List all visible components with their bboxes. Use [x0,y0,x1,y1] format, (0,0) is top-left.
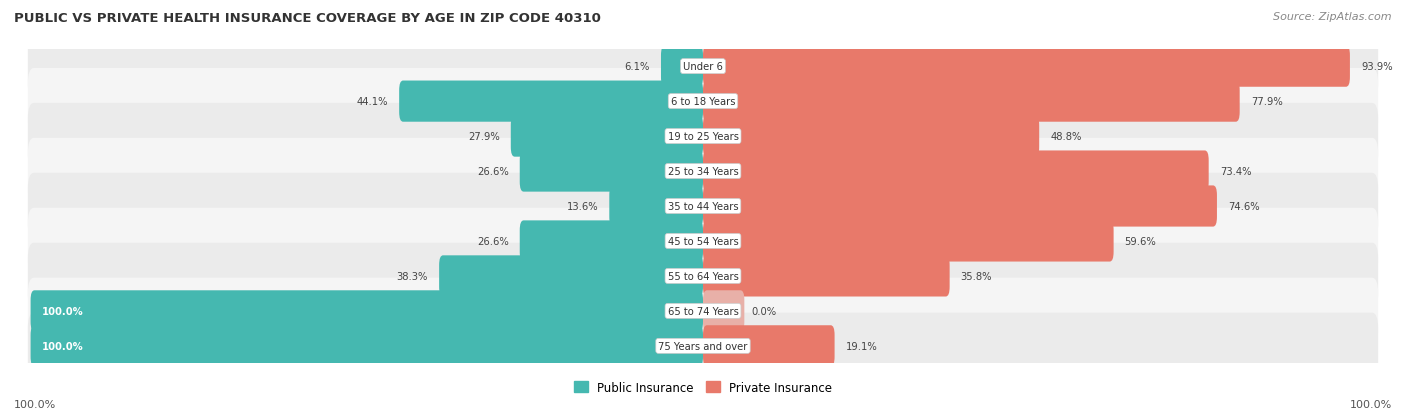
FancyBboxPatch shape [28,313,1378,379]
Text: 6.1%: 6.1% [624,62,650,72]
Legend: Public Insurance, Private Insurance: Public Insurance, Private Insurance [569,376,837,399]
Text: 26.6%: 26.6% [477,166,509,177]
Text: 100.0%: 100.0% [42,306,83,316]
FancyBboxPatch shape [28,208,1378,275]
FancyBboxPatch shape [28,173,1378,240]
FancyBboxPatch shape [399,81,703,122]
FancyBboxPatch shape [28,278,1378,344]
FancyBboxPatch shape [31,291,703,332]
FancyBboxPatch shape [520,151,703,192]
Text: 100.0%: 100.0% [1350,399,1392,409]
Text: 73.4%: 73.4% [1220,166,1251,177]
Text: 77.9%: 77.9% [1251,97,1282,107]
FancyBboxPatch shape [703,81,1240,122]
FancyBboxPatch shape [510,116,703,157]
FancyBboxPatch shape [703,46,1350,88]
Text: Source: ZipAtlas.com: Source: ZipAtlas.com [1274,12,1392,22]
Text: 59.6%: 59.6% [1125,236,1156,247]
FancyBboxPatch shape [31,325,703,367]
FancyBboxPatch shape [28,34,1378,100]
Text: 74.6%: 74.6% [1227,202,1260,211]
Text: 100.0%: 100.0% [14,399,56,409]
Text: 38.3%: 38.3% [396,271,427,281]
Text: 65 to 74 Years: 65 to 74 Years [668,306,738,316]
Text: Under 6: Under 6 [683,62,723,72]
FancyBboxPatch shape [28,138,1378,205]
FancyBboxPatch shape [703,325,835,367]
FancyBboxPatch shape [661,46,703,88]
Text: 25 to 34 Years: 25 to 34 Years [668,166,738,177]
Text: 75 Years and over: 75 Years and over [658,341,748,351]
FancyBboxPatch shape [703,151,1209,192]
FancyBboxPatch shape [609,186,703,227]
Text: 44.1%: 44.1% [357,97,388,107]
Text: 6 to 18 Years: 6 to 18 Years [671,97,735,107]
FancyBboxPatch shape [28,104,1378,170]
Text: 13.6%: 13.6% [567,202,599,211]
Text: 0.0%: 0.0% [751,306,776,316]
FancyBboxPatch shape [703,221,1114,262]
FancyBboxPatch shape [703,291,744,332]
Text: 48.8%: 48.8% [1050,132,1081,142]
FancyBboxPatch shape [703,116,1039,157]
Text: PUBLIC VS PRIVATE HEALTH INSURANCE COVERAGE BY AGE IN ZIP CODE 40310: PUBLIC VS PRIVATE HEALTH INSURANCE COVER… [14,12,600,25]
FancyBboxPatch shape [28,243,1378,309]
Text: 26.6%: 26.6% [477,236,509,247]
FancyBboxPatch shape [439,256,703,297]
Text: 93.9%: 93.9% [1361,62,1392,72]
Text: 19 to 25 Years: 19 to 25 Years [668,132,738,142]
FancyBboxPatch shape [703,186,1218,227]
FancyBboxPatch shape [28,69,1378,135]
Text: 35.8%: 35.8% [960,271,993,281]
Text: 35 to 44 Years: 35 to 44 Years [668,202,738,211]
Text: 19.1%: 19.1% [845,341,877,351]
FancyBboxPatch shape [520,221,703,262]
Text: 55 to 64 Years: 55 to 64 Years [668,271,738,281]
Text: 45 to 54 Years: 45 to 54 Years [668,236,738,247]
FancyBboxPatch shape [703,256,949,297]
Text: 100.0%: 100.0% [42,341,83,351]
Text: 27.9%: 27.9% [468,132,499,142]
